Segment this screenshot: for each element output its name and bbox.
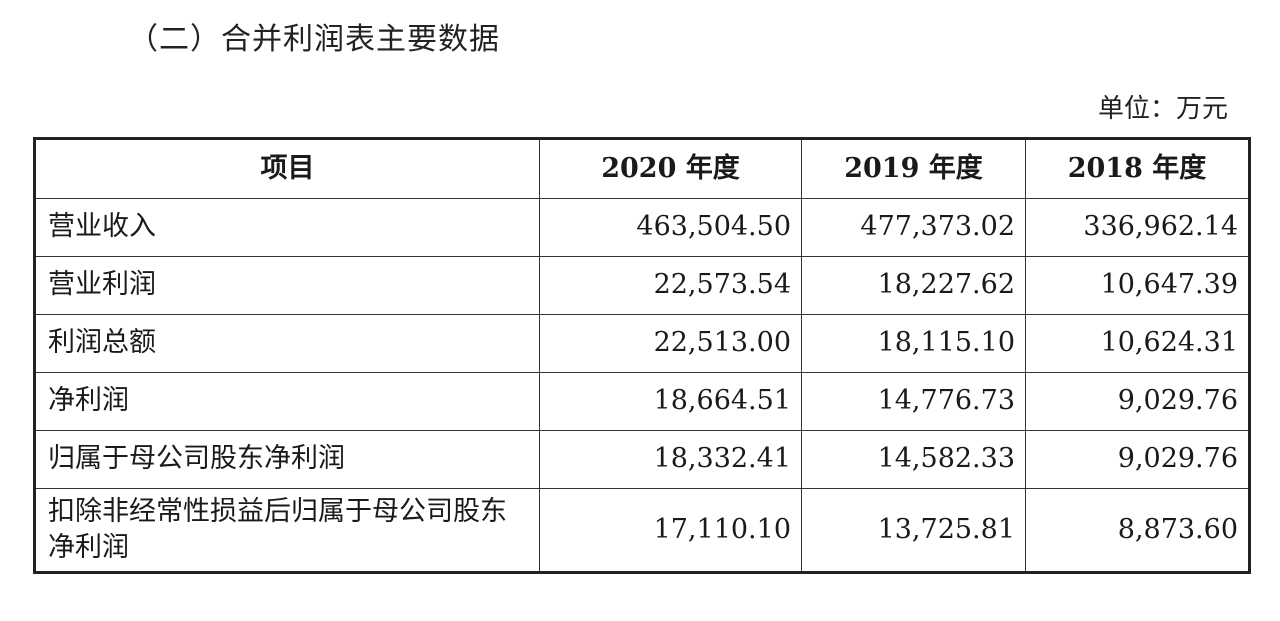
- table-row: 净利润 18,664.51 14,776.73 9,029.76: [34, 372, 1250, 431]
- row-label: 营业利润: [34, 256, 540, 315]
- cell-value: 22,573.54: [539, 256, 802, 315]
- row-label: 净利润: [34, 372, 540, 431]
- cell-value: 8,873.60: [1025, 488, 1250, 573]
- cell-value: 463,504.50: [539, 198, 802, 257]
- table-row: 营业利润 22,573.54 18,227.62 10,647.39: [34, 256, 1250, 315]
- header-item: 项目: [34, 138, 540, 199]
- cell-value: 10,624.31: [1025, 314, 1250, 373]
- cell-value: 13,725.81: [801, 488, 1026, 573]
- row-label: 扣除非经常性损益后归属于母公司股东净利润: [34, 488, 540, 573]
- cell-value: 9,029.76: [1025, 372, 1250, 431]
- table-row: 归属于母公司股东净利润 18,332.41 14,582.33 9,029.76: [34, 430, 1250, 489]
- cell-value: 18,227.62: [801, 256, 1026, 315]
- cell-value: 18,115.10: [801, 314, 1026, 373]
- table-row: 利润总额 22,513.00 18,115.10 10,624.31: [34, 314, 1250, 373]
- section-heading: （二）合并利润表主要数据: [128, 22, 500, 57]
- cell-value: 477,373.02: [801, 198, 1026, 257]
- cell-value: 22,513.00: [539, 314, 802, 373]
- table-header-row: 项目 2020 年度 2019 年度 2018 年度: [34, 138, 1250, 199]
- cell-value: 14,776.73: [801, 372, 1026, 431]
- cell-value: 14,582.33: [801, 430, 1026, 489]
- row-label: 营业收入: [34, 198, 540, 257]
- cell-value: 17,110.10: [539, 488, 802, 573]
- header-2019: 2019 年度: [801, 138, 1026, 199]
- table-row: 扣除非经常性损益后归属于母公司股东净利润 17,110.10 13,725.81…: [34, 488, 1250, 573]
- cell-value: 336,962.14: [1025, 198, 1250, 257]
- cell-value: 10,647.39: [1025, 256, 1250, 315]
- unit-label: 单位：万元: [1097, 94, 1228, 124]
- header-2020: 2020 年度: [539, 138, 802, 199]
- header-2018: 2018 年度: [1025, 138, 1250, 199]
- table-row: 营业收入 463,504.50 477,373.02 336,962.14: [34, 198, 1250, 257]
- row-label: 归属于母公司股东净利润: [34, 430, 540, 489]
- income-statement-table: 项目 2020 年度 2019 年度 2018 年度 营业收入 463,504.…: [33, 137, 1251, 574]
- row-label: 利润总额: [34, 314, 540, 373]
- cell-value: 18,332.41: [539, 430, 802, 489]
- cell-value: 18,664.51: [539, 372, 802, 431]
- cell-value: 9,029.76: [1025, 430, 1250, 489]
